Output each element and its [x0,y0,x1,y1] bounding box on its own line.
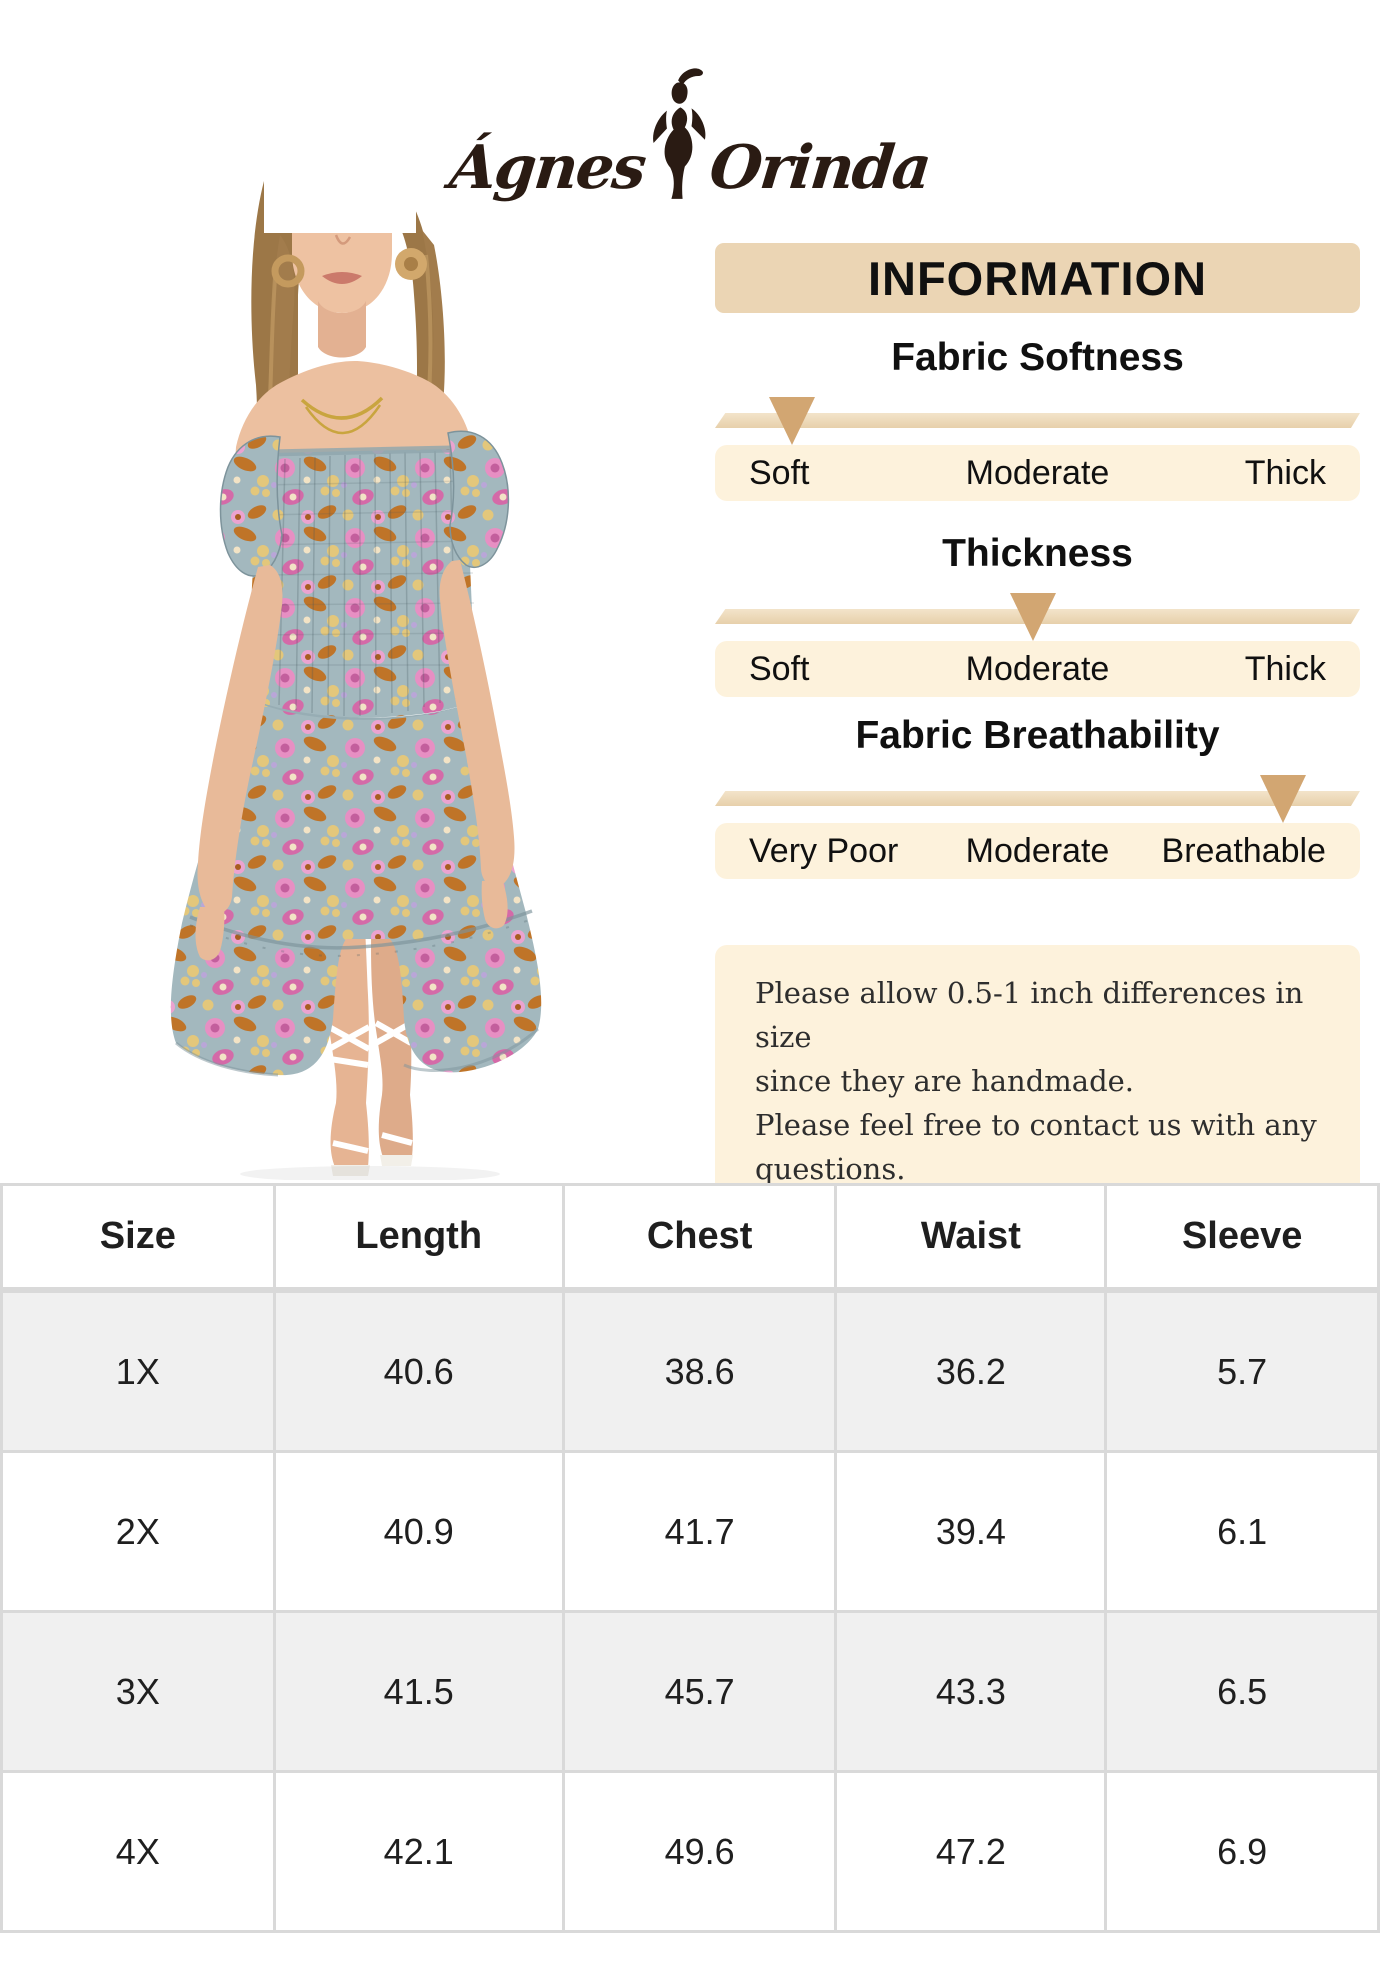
cell-chest: 38.6 [561,1288,838,1453]
metric-fabric-breathability: Fabric Breathability Very Poor Moderate … [715,713,1360,879]
table-header-row: Size Length Chest Waist Sleeve [0,1183,1380,1293]
column-header-size: Size [0,1183,276,1293]
brand-logo: Ágnes Orinda [0,50,1380,203]
scale-labels: Soft Moderate Thick [715,445,1360,501]
table-row: 2X 40.9 41.7 39.4 6.1 [0,1450,1380,1613]
breathability-slider [715,759,1360,823]
scale-labels: Soft Moderate Thick [715,641,1360,697]
metric-title: Fabric Softness [891,336,1184,379]
scale-label: Moderate [965,649,1110,688]
size-table: Size Length Chest Waist Sleeve 1X 40.6 3… [0,1183,1380,1933]
scale-label: Very Poor [749,831,899,870]
slider-marker-icon [1009,593,1056,641]
cell-waist: 43.3 [834,1610,1108,1773]
cell-chest: 45.7 [561,1610,838,1773]
cell-size: 2X [0,1450,276,1613]
info-header: INFORMATION [715,243,1360,313]
slider-track [715,791,1360,806]
cell-size: 3X [0,1610,276,1773]
cell-sleeve: 6.5 [1104,1610,1380,1773]
scale-label: Thick [1244,649,1326,688]
metric-thickness: Thickness Soft Moderate Thick [715,531,1360,697]
cell-size: 1X [0,1288,276,1453]
metric-title: Fabric Breathability [855,714,1220,757]
cell-waist: 39.4 [834,1450,1108,1613]
scale-labels: Very Poor Moderate Breathable [715,823,1360,879]
cell-sleeve: 6.9 [1104,1770,1380,1933]
scale-label: Breathable [1161,831,1326,870]
cell-length: 40.6 [272,1288,565,1453]
table-row: 4X 42.1 49.6 47.2 6.9 [0,1770,1380,1933]
column-header-sleeve: Sleeve [1104,1183,1380,1293]
metric-title: Thickness [942,532,1133,575]
column-header-waist: Waist [834,1183,1108,1293]
thickness-slider [715,577,1360,641]
slider-marker-icon [1259,775,1306,823]
brand-name-right: Orinda [706,133,934,203]
handmade-note: Please allow 0.5-1 inch differences in s… [715,945,1360,1217]
cell-length: 41.5 [272,1610,565,1773]
scale-label: Moderate [965,453,1110,492]
cell-waist: 47.2 [834,1770,1108,1933]
note-line: Please feel free to contact us with any … [755,1108,1317,1186]
cell-sleeve: 5.7 [1104,1288,1380,1453]
metric-fabric-softness: Fabric Softness Soft Moderate Thick [715,335,1360,501]
cell-size: 4X [0,1770,276,1933]
softness-slider [715,381,1360,445]
column-header-chest: Chest [561,1183,838,1293]
note-line: Please allow 0.5-1 inch differences in s… [755,976,1304,1054]
scale-label: Soft [749,649,810,688]
scale-label: Moderate [965,831,1110,870]
woman-silhouette-icon [646,66,708,200]
scale-label: Thick [1244,453,1326,492]
cell-chest: 41.7 [561,1450,838,1613]
note-line: since they are handmade. [755,1064,1135,1098]
cell-waist: 36.2 [834,1288,1108,1453]
cell-sleeve: 6.1 [1104,1450,1380,1613]
cell-length: 40.9 [272,1450,565,1613]
column-header-length: Length [272,1183,565,1293]
cell-length: 42.1 [272,1770,565,1933]
info-panel: INFORMATION Fabric Softness Soft Moderat… [715,243,1360,1217]
table-row: 3X 41.5 45.7 43.3 6.5 [0,1610,1380,1773]
slider-track [715,413,1360,428]
table-row: 1X 40.6 38.6 36.2 5.7 [0,1288,1380,1453]
cell-chest: 49.6 [561,1770,838,1933]
scale-label: Soft [749,453,810,492]
model-photo [130,175,580,1180]
slider-marker-icon [769,397,816,445]
